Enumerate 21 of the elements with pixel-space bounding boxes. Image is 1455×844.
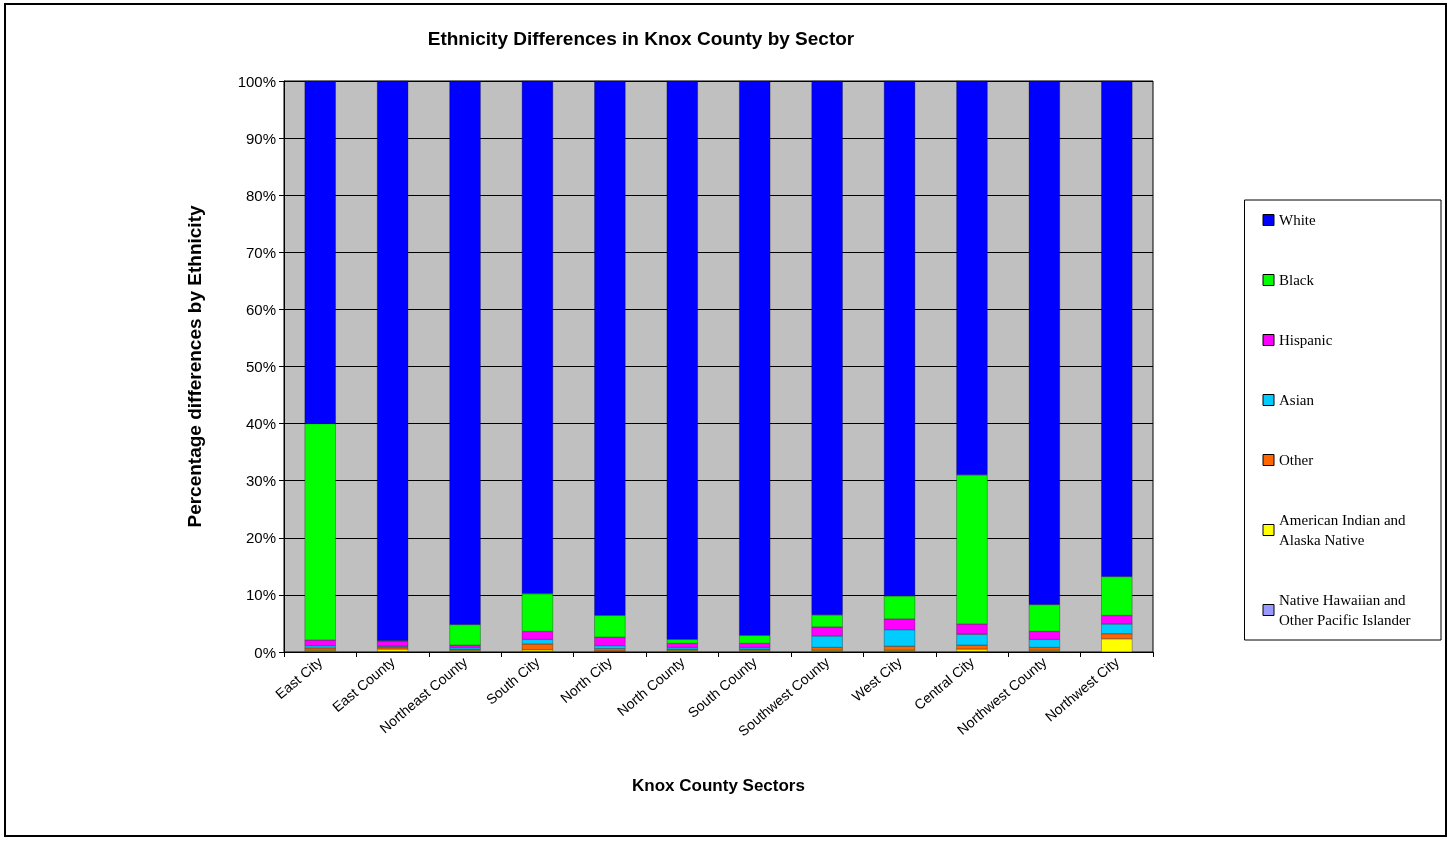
y-axis-title: Percentage differences by Ethnicity [184, 205, 205, 528]
chart-title: Ethnicity Differences in Knox County by Sector [427, 27, 855, 49]
y-tick-label: 10% [245, 586, 276, 604]
legend-label: Other [1279, 452, 1314, 468]
legend-label: Hispanic [1279, 332, 1333, 348]
y-tick-label: 40% [245, 415, 276, 433]
legend-label: Native Hawaiian and Other Pacific Islander [1279, 592, 1411, 628]
legend-label: Black [1279, 272, 1315, 288]
y-tick-label: 60% [245, 300, 276, 318]
y-tick-label: 30% [245, 472, 276, 490]
y-tick-label: 20% [245, 529, 276, 547]
y-tick-label: 70% [245, 243, 276, 261]
x-axis-title: Knox County Sectors [632, 776, 805, 795]
y-tick-label: 0% [254, 643, 276, 661]
legend-label: White [1279, 212, 1316, 228]
y-tick-label: 80% [245, 186, 276, 204]
legend-label: Asian [1279, 392, 1315, 408]
y-tick-label: 50% [245, 358, 276, 375]
y-tick-label: 100% [237, 72, 276, 90]
y-tick-label: 90% [245, 129, 276, 147]
legend-label: American Indian and Alaska Native [1279, 512, 1410, 548]
